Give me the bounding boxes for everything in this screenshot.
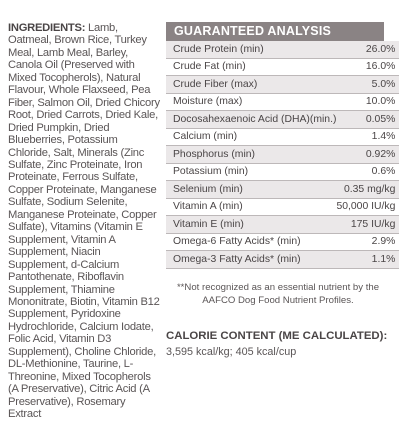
analysis-row-name: Phosphorus (min) xyxy=(166,145,337,164)
analysis-row-name: Crude Fiber (max) xyxy=(166,75,337,94)
analysis-row-name: Selenium (min) xyxy=(166,180,337,199)
analysis-row-name: Calcium (min) xyxy=(166,128,337,146)
ingredients-text: Lamb, Oatmeal, Brown Rice, Turkey Meal, … xyxy=(8,22,160,421)
aafco-footnote: **Not recognized as an essential nutrien… xyxy=(176,282,380,306)
guaranteed-analysis-title: GUARANTEED ANALYSIS xyxy=(166,22,384,41)
analysis-row: Omega-3 Fatty Acids* (min) 1.1% xyxy=(166,250,400,269)
analysis-row-value: 175 IU/kg xyxy=(336,215,400,234)
guaranteed-analysis-table: Crude Protein (min) 26.0% Crude Fat (min… xyxy=(166,41,400,269)
analysis-row: Omega-6 Fatty Acids* (min) 2.9% xyxy=(166,233,400,251)
calorie-content-title: CALORIE CONTENT (ME CALCULATED): xyxy=(166,330,388,342)
analysis-row: Crude Fat (min) 16.0% xyxy=(166,58,400,76)
analysis-row-value: 2.9% xyxy=(336,233,400,251)
calorie-content-value: 3,595 kcal/kg; 405 kcal/cup xyxy=(166,346,297,358)
analysis-row-value: 10.0% xyxy=(336,93,400,111)
analysis-row-name: Crude Fat (min) xyxy=(166,58,337,76)
analysis-row-name: Crude Protein (min) xyxy=(166,41,337,59)
analysis-row-value: 1.1% xyxy=(336,250,400,269)
ingredients-block: INGREDIENTS: Lamb, Oatmeal, Brown Rice, … xyxy=(8,22,160,421)
analysis-row: Vitamin E (min) 175 IU/kg xyxy=(166,215,400,234)
analysis-row: Moisture (max) 10.0% xyxy=(166,93,400,111)
analysis-row: Crude Protein (min) 26.0% xyxy=(166,41,400,59)
analysis-row-name: Docosahexaenoic Acid (DHA)(min.) xyxy=(166,110,337,129)
analysis-row-name: Omega-3 Fatty Acids* (min) xyxy=(166,250,337,269)
analysis-row-name: Potassium (min) xyxy=(166,163,337,181)
analysis-row-name: Moisture (max) xyxy=(166,93,337,111)
analysis-row-name: Vitamin E (min) xyxy=(166,215,337,234)
analysis-row-value: 16.0% xyxy=(336,58,400,76)
analysis-row: Docosahexaenoic Acid (DHA)(min.) 0.05% xyxy=(166,110,400,129)
guaranteed-analysis-panel: GUARANTEED ANALYSIS Crude Protein (min) … xyxy=(166,22,400,269)
analysis-row-value: 0.92% xyxy=(336,145,400,164)
analysis-row-name: Vitamin A (min) xyxy=(166,198,337,216)
analysis-row: Vitamin A (min) 50,000 IU/kg xyxy=(166,198,400,216)
ingredients-title: INGREDIENTS: xyxy=(8,22,86,34)
analysis-row-value: 1.4% xyxy=(336,128,400,146)
analysis-row: Selenium (min) 0.35 mg/kg xyxy=(166,180,400,199)
analysis-row-value: 0.35 mg/kg xyxy=(336,180,400,199)
analysis-row-value: 5.0% xyxy=(336,75,400,94)
analysis-row-value: 0.05% xyxy=(336,110,400,129)
analysis-row-value: 26.0% xyxy=(336,41,400,59)
analysis-row-value: 50,000 IU/kg xyxy=(336,198,400,216)
analysis-row-name: Omega-6 Fatty Acids* (min) xyxy=(166,233,337,251)
analysis-row: Crude Fiber (max) 5.0% xyxy=(166,75,400,94)
analysis-row: Phosphorus (min) 0.92% xyxy=(166,145,400,164)
analysis-row-value: 0.6% xyxy=(336,163,400,181)
analysis-row: Calcium (min) 1.4% xyxy=(166,128,400,146)
analysis-row: Potassium (min) 0.6% xyxy=(166,163,400,181)
